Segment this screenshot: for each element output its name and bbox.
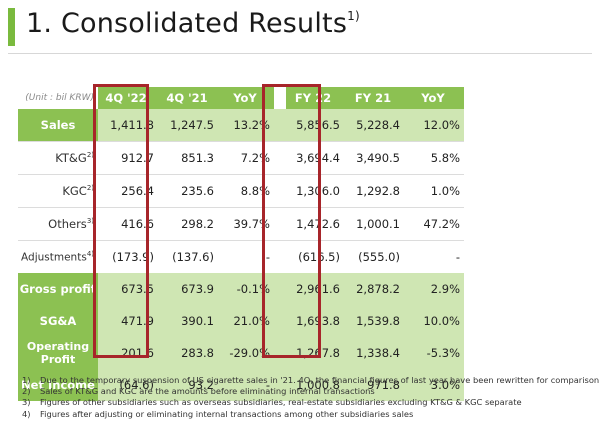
table-row-sales: Sales 1,411.8 1,247.5 13.2% 5,856.5 5,22… [18,109,464,142]
table-cell: 235.6 [160,174,220,208]
table-cell: 912.7 [98,141,160,175]
row-label: Sales [18,109,98,142]
table-cell: 851.3 [160,141,220,175]
table-cell: 1,411.8 [98,109,160,142]
table-cell: 283.8 [160,337,220,369]
table-cell: 416.6 [98,207,160,241]
row-label: Adjustments4) [18,240,98,273]
table-cell: - [220,240,274,273]
table-cell: 256.4 [98,174,160,208]
table-cell: - [406,240,464,273]
table-cell: 12.0% [406,109,464,142]
table-row-others: Others3) 416.6 298.2 39.7% 1,472.6 1,000… [18,207,464,241]
table-cell: 2.9% [406,273,464,305]
row-label: Others3) [18,207,98,241]
table-row-net-income: Net Income (64.6) 93.2 - 1,000.8 971.8 3… [18,369,464,401]
table-cell: 13.2% [220,109,274,142]
footnotes: 1) Due to the temporary suspension of US … [22,375,599,420]
row-label: Operating Profit [18,337,98,369]
table-cell: 3,490.5 [346,141,406,175]
row-label: Net Income [18,369,98,401]
row-label: KGC2) [18,174,98,208]
table-cell: 1.0% [406,174,464,208]
table-cell: 93.2 [160,369,220,401]
col-header-yoy-fy: YoY [406,87,464,109]
table-cell: -29.0% [220,337,274,369]
table-cell: (137.6) [160,240,220,273]
table-row-gross-profit: Gross profit 673.5 673.9 -0.1% 2,961.6 2… [18,273,464,305]
table-cell: 390.1 [160,305,220,337]
table-cell: 1,247.5 [160,109,220,142]
highlight-box-fy22 [262,84,321,358]
table-cell: -5.3% [406,337,464,369]
table-cell: 21.0% [220,305,274,337]
table-cell: 39.7% [220,207,274,241]
table-cell: 673.5 [98,273,160,305]
table-cell: 47.2% [406,207,464,241]
col-header-4q22: 4Q '22 [98,87,160,109]
table-cell: 1,000.8 [286,369,346,401]
table-row-adjustments: Adjustments4) (173.9) (137.6) - (616.5) … [18,240,464,273]
footnote: 1) Due to the temporary suspension of US … [22,375,600,385]
table-cell: 2,961.6 [286,273,346,305]
table-cell: 971.8 [346,369,406,401]
table-cell: (64.6) [98,369,160,401]
table-cell: 10.0% [406,305,464,337]
table-cell: 5,228.4 [346,109,406,142]
row-label: SG&A [18,305,98,337]
table-cell: 201.6 [98,337,160,369]
table-cell: (555.0) [346,240,406,273]
table-cell: - [220,369,274,401]
col-header-4q21: 4Q '21 [160,87,220,109]
table-cell: 1,338.4 [346,337,406,369]
table-cell: -0.1% [220,273,274,305]
table-row-sga: SG&A 471.9 390.1 21.0% 1,693.8 1,539.8 1… [18,305,464,337]
table-cell: 298.2 [160,207,220,241]
footnote: 4) Figures after adjusting or eliminating… [22,408,414,419]
table-cell: (173.9) [98,240,160,273]
unit-label: (Unit : bil KRW) [18,87,98,109]
table-cell: 673.9 [160,273,220,305]
table-header-row: (Unit : bil KRW) 4Q '22 4Q '21 YoY FY 22… [18,87,464,109]
title-accent-bar [8,8,15,46]
table-row-operating-profit: Operating Profit 201.6 283.8 -29.0% 1,26… [18,337,464,369]
row-label: KT&G2) [18,141,98,175]
col-header-yoy-quarter: YoY [220,87,274,109]
page-title: 1. Consolidated Results1) [26,8,360,39]
table-cell: 471.9 [98,305,160,337]
table-cell: 1,292.8 [346,174,406,208]
table-cell: 1,539.8 [346,305,406,337]
table-cell: 5.8% [406,141,464,175]
table-cell: 1,000.1 [346,207,406,241]
col-header-fy21: FY 21 [346,87,406,109]
table-row-kgc: KGC2) 256.4 235.6 8.8% 1,306.0 1,292.8 1… [18,174,464,208]
footnote: 2) Sales of KT&G and KGC are the amounts … [22,386,375,397]
title-divider [8,53,592,54]
footnote: 3) Figures of other subsidiaries such as … [22,397,522,408]
header-gap [274,87,286,109]
table-row-ktg: KT&G2) 912.7 851.3 7.2% 3,694.4 3,490.5 … [18,141,464,175]
results-table: (Unit : bil KRW) 4Q '22 4Q '21 YoY FY 22… [18,87,464,401]
highlight-box-4q22 [93,84,149,358]
row-label: Gross profit [18,273,98,305]
table-cell: 2,878.2 [346,273,406,305]
col-header-fy22: FY 22 [286,87,346,109]
table-cell: 3.0% [406,369,464,401]
